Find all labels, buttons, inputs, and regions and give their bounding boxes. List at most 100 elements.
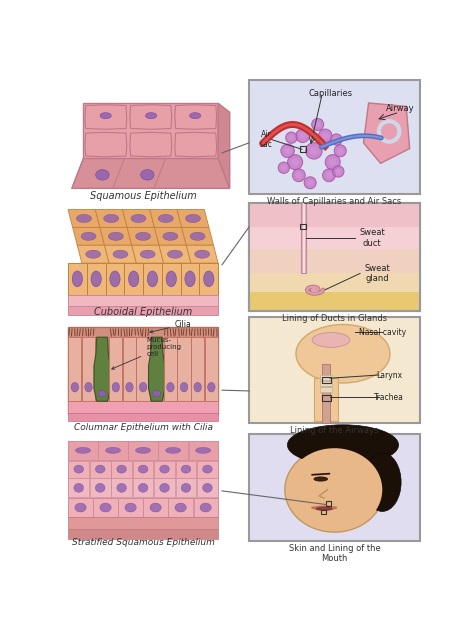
Circle shape (337, 148, 343, 154)
Bar (322, 395, 331, 401)
Ellipse shape (100, 113, 111, 119)
Ellipse shape (153, 391, 161, 397)
Ellipse shape (136, 232, 150, 240)
Text: Air
sac: Air sac (260, 130, 272, 149)
Circle shape (281, 144, 294, 158)
Polygon shape (363, 103, 410, 163)
Ellipse shape (74, 465, 84, 473)
Ellipse shape (76, 448, 90, 453)
Ellipse shape (296, 324, 390, 383)
Polygon shape (123, 209, 154, 228)
Bar (320, 375, 333, 380)
Bar (249, 292, 420, 311)
Ellipse shape (136, 448, 150, 453)
Text: Walls of Capillaries and Air Sacs: Walls of Capillaries and Air Sacs (267, 197, 402, 206)
Ellipse shape (185, 271, 195, 287)
Ellipse shape (196, 448, 210, 453)
Circle shape (323, 169, 335, 182)
Ellipse shape (140, 382, 147, 392)
Ellipse shape (72, 271, 83, 287)
Bar (249, 204, 420, 311)
Circle shape (333, 137, 339, 142)
Bar (68, 328, 218, 414)
Bar (94, 498, 118, 517)
Circle shape (329, 158, 336, 166)
Bar (249, 434, 420, 541)
Text: Columnar Epithelium with Cilia: Columnar Epithelium with Cilia (74, 423, 212, 432)
Ellipse shape (160, 465, 169, 473)
Bar (301, 204, 306, 273)
Bar (249, 227, 420, 249)
Polygon shape (72, 158, 230, 188)
Bar (181, 263, 200, 294)
Ellipse shape (104, 214, 119, 223)
Ellipse shape (75, 503, 86, 512)
Circle shape (304, 177, 316, 189)
Circle shape (315, 121, 321, 127)
Ellipse shape (96, 465, 105, 473)
Text: Cuboidal Epithelium: Cuboidal Epithelium (94, 307, 192, 317)
Polygon shape (182, 228, 213, 245)
Bar (68, 263, 87, 294)
Circle shape (333, 166, 344, 177)
Polygon shape (154, 228, 186, 245)
Ellipse shape (167, 250, 183, 258)
Ellipse shape (285, 447, 384, 532)
Circle shape (312, 118, 324, 130)
Ellipse shape (202, 465, 212, 473)
Bar (118, 498, 143, 517)
Bar (69, 441, 97, 460)
Ellipse shape (140, 170, 154, 180)
Ellipse shape (98, 391, 106, 397)
Bar (249, 249, 420, 273)
Ellipse shape (363, 453, 401, 511)
Ellipse shape (288, 425, 399, 465)
Ellipse shape (108, 232, 123, 240)
Text: Capillaries: Capillaries (309, 89, 353, 99)
Circle shape (278, 162, 289, 174)
Ellipse shape (138, 465, 148, 473)
Circle shape (306, 142, 322, 159)
Circle shape (292, 169, 305, 182)
Bar (158, 441, 188, 460)
Bar (197, 478, 218, 497)
Ellipse shape (208, 382, 215, 392)
Bar (249, 80, 420, 194)
Ellipse shape (314, 477, 328, 481)
Text: Nasal cavity: Nasal cavity (359, 328, 406, 337)
Bar (143, 498, 168, 517)
Ellipse shape (117, 465, 126, 473)
Bar (82, 337, 95, 401)
Circle shape (331, 134, 342, 145)
Polygon shape (77, 245, 109, 263)
Ellipse shape (113, 250, 128, 258)
Bar (189, 441, 218, 460)
Ellipse shape (140, 250, 155, 258)
Polygon shape (68, 209, 100, 228)
Bar (68, 529, 218, 539)
Ellipse shape (203, 271, 214, 287)
Ellipse shape (85, 382, 92, 392)
Bar (87, 263, 105, 294)
Ellipse shape (315, 507, 333, 511)
Bar (68, 337, 81, 401)
Bar (326, 501, 331, 506)
Ellipse shape (147, 271, 158, 287)
Ellipse shape (163, 232, 178, 240)
Bar (105, 263, 124, 294)
Ellipse shape (117, 483, 126, 492)
Ellipse shape (129, 271, 139, 287)
Circle shape (284, 148, 291, 154)
Polygon shape (218, 103, 230, 188)
Bar (69, 498, 93, 517)
Bar (129, 441, 158, 460)
Ellipse shape (146, 113, 157, 119)
Ellipse shape (190, 113, 201, 119)
Polygon shape (314, 378, 338, 420)
Bar (98, 441, 128, 460)
Polygon shape (159, 245, 191, 263)
Text: Stratified Squamous Epithelium: Stratified Squamous Epithelium (71, 538, 215, 548)
Circle shape (322, 132, 329, 139)
Ellipse shape (112, 382, 120, 392)
Bar (68, 307, 218, 315)
